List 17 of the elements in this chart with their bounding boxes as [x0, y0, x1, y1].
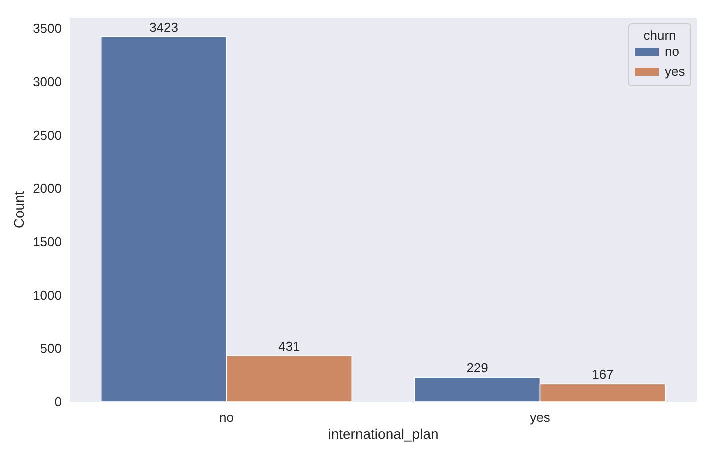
- y-tick-label: 3500: [33, 21, 62, 36]
- y-tick-label: 1500: [33, 234, 62, 250]
- data-label: 431: [278, 339, 300, 354]
- data-label: 167: [592, 367, 614, 382]
- y-tick-label: 500: [40, 341, 62, 356]
- legend-label: yes: [665, 64, 686, 79]
- data-label: 229: [466, 360, 488, 376]
- y-tick-label: 0: [54, 394, 62, 410]
- y-tick-label: 2500: [33, 128, 62, 143]
- y-tick-label: 3000: [33, 74, 62, 90]
- y-axis-title: Count: [11, 191, 27, 229]
- y-tick-label: 1000: [33, 288, 62, 303]
- x-axis-title: international_plan: [328, 426, 439, 442]
- data-label: 3423: [150, 20, 179, 35]
- y-tick-label: 2000: [33, 181, 62, 196]
- legend-title: churn: [644, 28, 676, 43]
- legend-label: no: [665, 44, 680, 59]
